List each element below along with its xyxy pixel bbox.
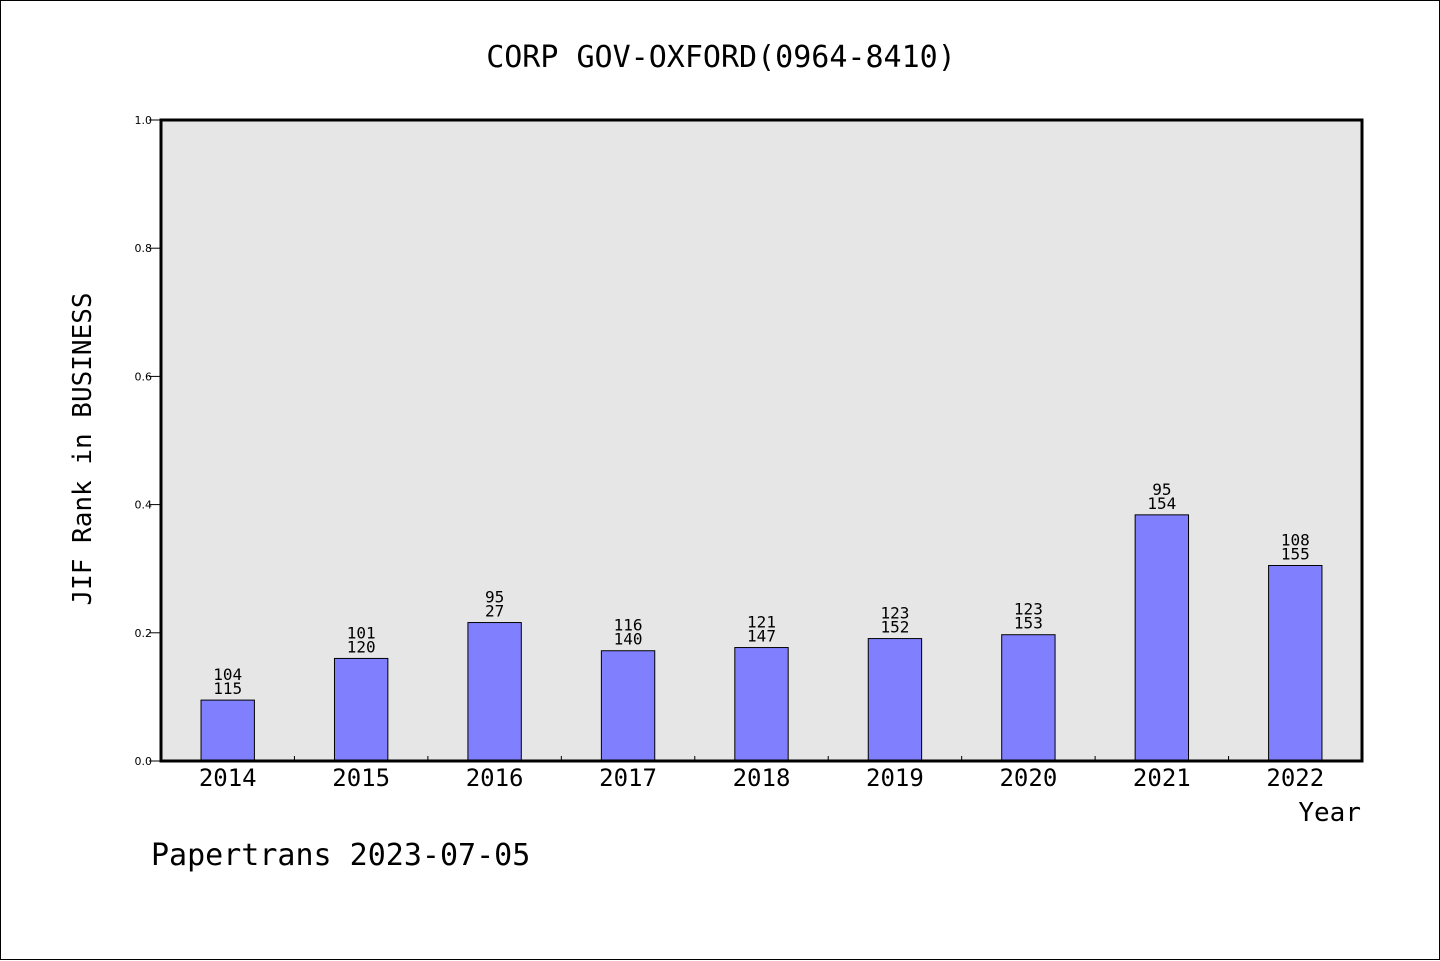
bar-label-top: 108 — [1281, 530, 1310, 549]
bar-label-top: 101 — [347, 623, 376, 642]
bar-2021 — [1134, 514, 1190, 762]
y-tick-label: 0.6 — [135, 370, 153, 383]
bar-label-top: 121 — [747, 613, 776, 632]
bar-label-bottom: 152 — [880, 618, 909, 637]
x-tick-label: 2020 — [999, 764, 1057, 792]
bar-2018 — [734, 647, 789, 762]
bar-label-top: 116 — [614, 616, 643, 635]
bar-label-top: 95 — [485, 588, 504, 607]
bar-2019 — [867, 638, 923, 762]
x-axis-label: Year — [1298, 798, 1361, 828]
bar-label-bottom: 155 — [1281, 544, 1310, 563]
bar-2022 — [1268, 564, 1323, 762]
x-tick-label: 2017 — [599, 764, 657, 792]
x-tick-label: 2022 — [1266, 764, 1324, 792]
x-axis: 2014 2015 2016 2017 2018 2019 2020 2021 2022 — [199, 756, 1324, 792]
bar-label-bottom: 27 — [485, 602, 504, 621]
bar-label-top: 123 — [1014, 600, 1043, 619]
y-tick-label: 0.4 — [135, 499, 153, 512]
bar-label-top: 95 — [1152, 480, 1171, 499]
bar-2014 — [200, 699, 255, 762]
x-tick-label: 2015 — [332, 764, 390, 792]
footer-text: Papertrans 2023-07-05 — [151, 838, 530, 873]
bar-label-bottom: 147 — [747, 627, 776, 646]
x-tick-label: 2019 — [866, 764, 924, 792]
bar-2016 — [467, 622, 522, 762]
bar-label-bottom: 120 — [347, 637, 376, 656]
bar-label-bottom: 153 — [1014, 614, 1043, 633]
y-tick-label: 1.0 — [135, 114, 153, 127]
y-tick-label: 0.8 — [135, 242, 153, 255]
bar-label-bottom: 115 — [213, 679, 242, 698]
bar-label-top: 104 — [213, 665, 242, 684]
y-tick-label: 0.2 — [135, 627, 153, 640]
y-axis-label: JIF Rank in BUSINESS — [68, 292, 98, 605]
plot-border — [159, 118, 1364, 763]
bar-2020 — [1001, 634, 1056, 762]
bar-label-bottom: 154 — [1147, 494, 1176, 513]
x-tick-label: 2016 — [466, 764, 524, 792]
y-tick-label: 0.0 — [135, 755, 153, 768]
bar-label-bottom: 140 — [614, 630, 643, 649]
y-axis: 0.0 0.2 0.4 0.6 0.8 1.0 — [135, 114, 161, 768]
x-tick-label: 2018 — [733, 764, 791, 792]
x-tick-label: 2014 — [199, 764, 257, 792]
bar-label-top: 123 — [880, 604, 909, 623]
x-tick-label: 2021 — [1133, 764, 1191, 792]
chart-title: CORP GOV-OXFORD(0964-8410) — [486, 40, 956, 75]
bar-2017 — [600, 650, 656, 762]
bar-2015 — [333, 657, 389, 762]
